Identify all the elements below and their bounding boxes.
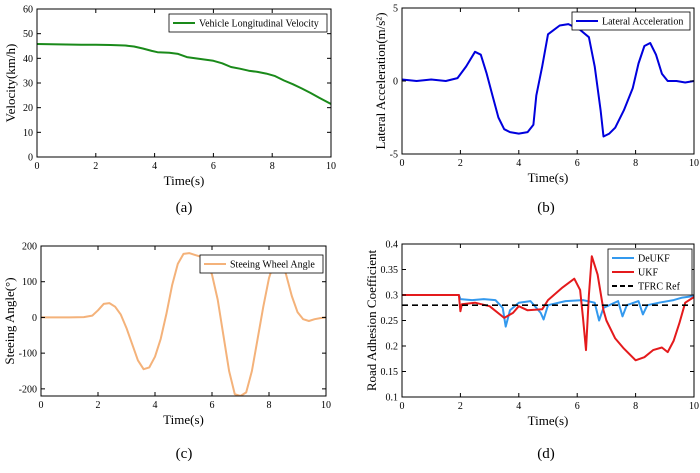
y-axis-label: Velocity(km/h) xyxy=(3,44,18,123)
y-axis-label: Lateral Acceleration(m/s²) xyxy=(373,12,388,149)
y-tick-label: 0 xyxy=(28,153,33,164)
legend: Steeing Wheel Angle xyxy=(199,254,324,274)
y-tick-label: -5 xyxy=(390,150,398,161)
x-tick-label: 0 xyxy=(39,400,44,411)
legend-box xyxy=(168,13,328,33)
x-tick-label: 6 xyxy=(211,161,216,172)
series-line-2 xyxy=(402,255,694,362)
series-line-1 xyxy=(37,43,331,105)
x-tick-label: 10 xyxy=(326,161,336,172)
y-tick-label: 0 xyxy=(393,77,398,88)
x-tick-label: 6 xyxy=(575,401,580,412)
y-tick-label: 40 xyxy=(23,54,33,65)
y-tick-label: 0 xyxy=(32,313,37,324)
x-tick-label: 8 xyxy=(633,401,638,412)
chart-panel-3: 0 2 4 6 8 10 -200 -100 0 100 200 Time(s) Steeing Ang… xyxy=(2,242,331,463)
y-tick-label: 60 xyxy=(23,5,33,16)
legend: DeUKF UKF TFRC Ref xyxy=(607,248,693,296)
plot-frame xyxy=(40,245,327,397)
x-tick-label: 0 xyxy=(35,161,40,172)
y-tick-label: 30 xyxy=(23,79,33,90)
y-axis-label: Road Adhesion Coefficient xyxy=(364,249,379,391)
x-tick-label: 4 xyxy=(152,161,157,172)
legend-box xyxy=(571,11,691,31)
y-tick-label: 200 xyxy=(22,242,37,253)
x-tick-label: 6 xyxy=(210,400,215,411)
x-tick-label: 8 xyxy=(267,400,272,411)
y-tick-label: 0.2 xyxy=(386,342,399,353)
legend-label: TFRC Ref xyxy=(638,282,681,293)
legend-box xyxy=(199,254,324,274)
x-tick-label: 0 xyxy=(400,401,405,412)
y-tick-label: 20 xyxy=(23,103,33,114)
y-tick-label: -100 xyxy=(19,349,37,360)
x-axis-label: Time(s) xyxy=(164,173,205,188)
x-tick-label: 8 xyxy=(270,161,275,172)
y-tick-label: 0.35 xyxy=(381,265,399,276)
y-tick-label: 0.25 xyxy=(381,316,399,327)
legend: Vehicle Longitudinal Velocity xyxy=(168,13,328,33)
legend-label: UKF xyxy=(638,268,658,279)
x-tick-label: 10 xyxy=(689,158,699,169)
y-tick-label: 0.3 xyxy=(386,291,399,302)
legend-label: DeUKF xyxy=(638,254,670,265)
series-line-1 xyxy=(402,23,694,138)
x-tick-label: 2 xyxy=(458,158,463,169)
y-axis-label: Steeing Angle(°) xyxy=(2,277,17,364)
y-tick-label: 100 xyxy=(22,277,37,288)
panel-caption: (b) xyxy=(537,200,555,216)
series-line-1 xyxy=(402,294,694,328)
x-axis-label: Time(s) xyxy=(163,412,204,427)
y-tick-label: 0.4 xyxy=(386,240,399,251)
y-tick-label: -200 xyxy=(19,384,37,395)
x-tick-label: 2 xyxy=(96,400,101,411)
y-tick-label: 0.1 xyxy=(386,393,399,404)
legend: Lateral Acceleration xyxy=(571,11,691,31)
x-tick-label: 2 xyxy=(458,401,463,412)
y-tick-label: 0.15 xyxy=(381,367,399,378)
x-tick-label: 2 xyxy=(93,161,98,172)
legend-label: Lateral Acceleration xyxy=(602,17,683,28)
x-tick-label: 4 xyxy=(516,401,521,412)
x-tick-label: 6 xyxy=(575,158,580,169)
panel-caption: (a) xyxy=(176,200,193,216)
x-tick-label: 10 xyxy=(321,400,331,411)
legend-label: Vehicle Longitudinal Velocity xyxy=(199,19,319,30)
x-axis-label: Time(s) xyxy=(528,413,569,428)
x-tick-label: 0 xyxy=(400,158,405,169)
chart-panel-4: 0 2 4 6 8 10 0.1 0.15 0.2 0.25 0.3 0.35 0.4 Time(s) Ro… xyxy=(364,240,699,463)
panel-caption: (c) xyxy=(176,446,193,462)
x-tick-label: 10 xyxy=(689,401,699,412)
x-axis-label: Time(s) xyxy=(528,170,569,185)
y-tick-label: 10 xyxy=(23,128,33,139)
y-tick-label: 5 xyxy=(393,4,398,15)
chart-panel-1: 0 2 4 6 8 10 0 10 20 30 40 50 60 Time(s) Velocity(km/h… xyxy=(3,5,336,217)
legend-label: Steeing Wheel Angle xyxy=(230,260,315,271)
series-line-1 xyxy=(41,252,326,396)
x-tick-label: 4 xyxy=(153,400,158,411)
y-tick-label: 50 xyxy=(23,29,33,40)
x-tick-label: 4 xyxy=(516,158,521,169)
x-tick-label: 8 xyxy=(633,158,638,169)
panel-caption: (d) xyxy=(537,446,555,462)
